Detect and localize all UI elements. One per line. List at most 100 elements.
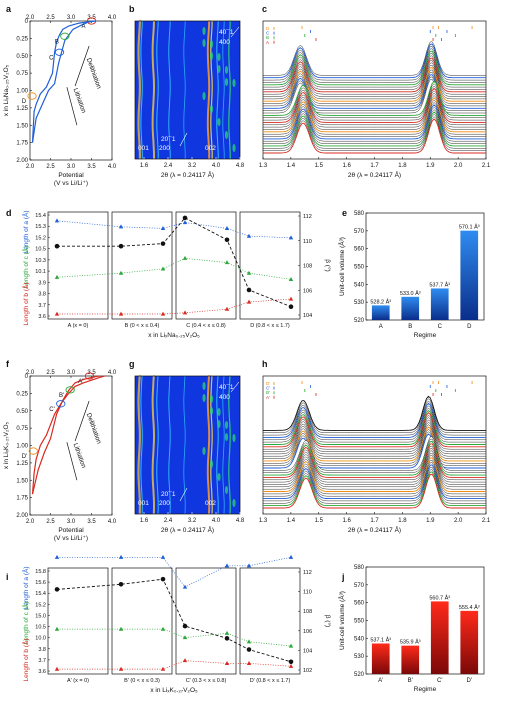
regime-marker-label: A': [78, 379, 83, 385]
point-a: [246, 563, 252, 568]
subpanel-frame: [47, 211, 109, 320]
ytick-label: 560: [354, 247, 365, 253]
point-c: [54, 274, 60, 279]
ytick-label-left: 3.8: [38, 647, 46, 653]
ytick-label-left: 10.5: [35, 625, 46, 631]
point-c: [182, 255, 188, 260]
xtick-label: 2.1: [482, 163, 491, 169]
ytick-label: 540: [354, 282, 365, 288]
ytick-label-right: 110: [303, 239, 312, 245]
diffraction-spot: [209, 407, 214, 415]
regime-marker-label: A: [81, 24, 85, 30]
regime-marker-circle: [65, 386, 75, 394]
ytick-label-right: 106: [303, 629, 312, 635]
category-label: C (0.4 < x ≤ 0.8): [186, 323, 226, 329]
ytick-label: 550: [354, 265, 365, 271]
ytick-label-left: 15.4: [35, 591, 46, 597]
subpanel-frame: [111, 211, 173, 320]
panel-letter-i: i: [6, 572, 9, 582]
ytick-label-left: 15.8: [35, 569, 46, 575]
xtick-label: 4.8: [236, 163, 245, 169]
point-beta: [224, 636, 230, 641]
category-label: C' (0.3 < x ≤ 0.8): [186, 678, 227, 684]
xtick-label-top: 2.0: [26, 15, 35, 21]
ylabel: Unit-cell volume (Å³): [337, 237, 346, 296]
peak-label-002: 002: [205, 145, 216, 152]
xtick-label-bottom: 2.5: [46, 164, 55, 170]
delithiation-label: Delithiation: [85, 412, 103, 445]
xtick-label-top: 3.0: [67, 15, 76, 21]
ytick-label-right: 112: [303, 214, 312, 220]
xlabel: Regime: [414, 332, 437, 339]
category-label: A' (x = 0): [67, 678, 89, 684]
xtick-label-bottom: 4.0: [108, 519, 117, 525]
ytick-label-left: 10.1: [35, 269, 46, 275]
diffraction-stripe: [206, 375, 211, 515]
point-a: [288, 554, 294, 559]
diffraction-stripe: [222, 20, 225, 159]
ytick-label: 530: [354, 654, 365, 660]
point-beta: [288, 304, 294, 310]
diffraction-stripe: [210, 20, 213, 159]
diffraction-stripe: [222, 375, 225, 515]
legend-entry: B': [266, 390, 270, 395]
peak-pointer: [230, 381, 240, 393]
ylabel: Unit-cell volume (Å³): [337, 591, 346, 650]
xtick-label: 1.3: [259, 518, 268, 524]
point-a: [118, 224, 124, 229]
peak-label-200: 200: [159, 500, 170, 507]
point-c: [118, 270, 124, 275]
bar-B': [401, 645, 420, 674]
series-line-c: [57, 628, 292, 647]
point-c: [246, 270, 252, 275]
regime-marker-circle: [56, 400, 66, 408]
ytick-label-left: 3.8: [38, 292, 46, 298]
diffraction-spot: [224, 421, 229, 429]
xtick-label-bottom: 2.5: [46, 519, 55, 525]
ytick-label: 540: [354, 636, 365, 642]
point-c: [288, 643, 294, 648]
subpanel-frame: [239, 567, 301, 675]
ylabel-c: Length of c (Å): [21, 246, 30, 289]
point-b: [288, 663, 294, 668]
diffraction-spot: [217, 65, 221, 73]
point-a: [54, 218, 60, 223]
category-label: D: [467, 324, 472, 330]
xlabel: 2θ (λ = 0.24117 Å): [348, 525, 401, 534]
point-c: [224, 630, 230, 635]
ylabel-right: β (°): [324, 259, 332, 271]
xlabel: 2θ (λ = 0.24117 Å): [348, 170, 401, 179]
xlabel-units: (V vs Li/Li⁺): [54, 180, 88, 187]
point-a: [224, 563, 230, 568]
point-c: [54, 626, 60, 631]
panel-g-frame: [134, 375, 241, 515]
peak-label-40-1: 40¯1: [219, 383, 234, 391]
point-a: [160, 226, 166, 231]
ytick-label-left: 15.4: [35, 213, 46, 219]
diffraction-spot: [209, 52, 214, 60]
ylabel: x in LiₓNa₀.₂₅V₂O₅: [3, 64, 10, 116]
lithiation-arrow: [66, 442, 78, 481]
xtick-label: 1.6: [342, 163, 351, 169]
ytick-label-left: 15.0: [35, 613, 46, 619]
series-line-c: [56, 257, 292, 280]
peak-label-400: 400: [219, 394, 230, 401]
panel-letter-a: a: [6, 4, 12, 14]
diffraction-spot: [232, 144, 236, 152]
diffraction-spot: [224, 66, 229, 74]
ytick-label: 570: [354, 229, 365, 235]
point-b: [160, 666, 166, 671]
point-a: [54, 554, 60, 559]
xtick-label-bottom: 3.0: [67, 519, 76, 525]
diffraction-stripe: [137, 19, 142, 159]
category-label: B': [408, 678, 413, 684]
subpanel-frame: [239, 211, 301, 320]
ylabel-right: β (°): [324, 615, 332, 627]
ylabel-a: Length of a (Å): [21, 567, 30, 610]
bar-A: [371, 305, 390, 320]
panel-letter-e: e: [342, 208, 347, 218]
peak-label-001: 001: [138, 145, 149, 152]
xtick-label: 4.8: [236, 518, 245, 524]
ylabel-a: Length of a (Å): [21, 211, 30, 254]
diffraction-stripe: [140, 375, 143, 515]
